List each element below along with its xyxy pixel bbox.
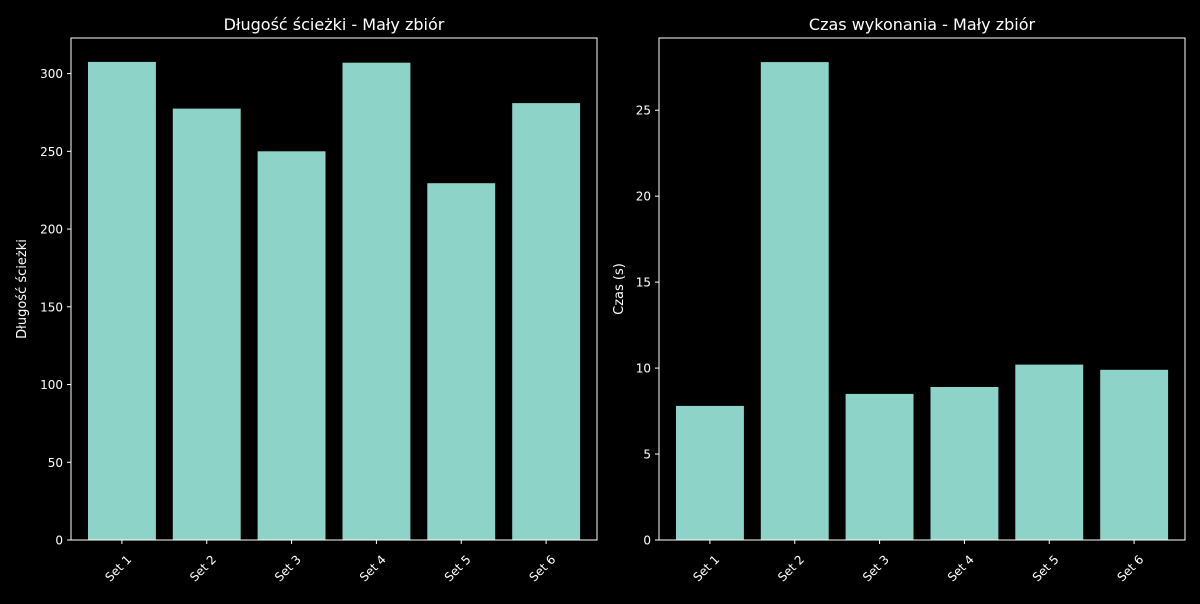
- y-tick-label: 0: [55, 534, 63, 548]
- y-tick-label: 20: [636, 190, 651, 204]
- chart-title: Długość ścieżki - Mały zbiór: [224, 15, 445, 34]
- x-ticks: Set 1 Set 2 Set 3 Set 4 Set 5 Set 6: [102, 540, 558, 584]
- x-tick-label: Set 5: [1030, 552, 1062, 584]
- y-tick-label: 150: [40, 300, 63, 314]
- y-tick-label: 15: [636, 276, 651, 290]
- bar-5: [1015, 364, 1084, 540]
- x-tick-label: Set 1: [690, 552, 722, 584]
- y-tick-label: 10: [636, 362, 651, 376]
- bar-5: [427, 183, 496, 540]
- x-ticks: Set 1 Set 2 Set 3 Set 4 Set 5 Set 6: [690, 540, 1146, 584]
- x-tick-label: Set 3: [272, 552, 304, 584]
- y-ticks: 0 5 10 15 20 25: [636, 104, 659, 548]
- y-tick-label: 50: [48, 456, 63, 470]
- x-tick-label: Set 4: [945, 552, 977, 584]
- bar-1: [676, 405, 744, 540]
- y-tick-label: 100: [40, 378, 63, 392]
- bars: [88, 61, 581, 541]
- x-tick-label: Set 6: [1115, 552, 1147, 584]
- x-tick-label: Set 3: [860, 552, 892, 584]
- path-length-chart: Długość ścieżki - Mały zbiór Długość ści…: [15, 15, 598, 584]
- plot-frame: [658, 37, 1186, 541]
- bars: [676, 62, 1169, 540]
- y-tick-label: 5: [643, 448, 651, 462]
- x-tick-label: Set 2: [775, 552, 807, 584]
- y-tick-label: 25: [636, 104, 651, 118]
- bar-3: [845, 393, 914, 540]
- y-ticks: 0 50 100 150 200 250 300: [40, 67, 71, 548]
- execution-time-chart: Czas wykonania - Mały zbiór Czas (s) 0 5 1…: [612, 15, 1186, 584]
- bar-1: [88, 61, 156, 541]
- bar-2: [760, 62, 829, 540]
- plot-frame: [70, 37, 598, 541]
- y-tick-label: 250: [40, 145, 63, 159]
- x-tick-label: Set 2: [187, 552, 219, 584]
- bar-4: [930, 387, 999, 540]
- bar-6: [512, 103, 581, 540]
- x-tick-label: Set 1: [102, 552, 134, 584]
- chart-title: Czas wykonania - Mały zbiór: [809, 15, 1036, 34]
- bar-4: [342, 62, 411, 540]
- y-tick-label: 0: [643, 534, 651, 548]
- y-tick-label: 300: [40, 67, 63, 81]
- x-tick-label: Set 6: [527, 552, 559, 584]
- y-axis-label: Długość ścieżki: [15, 239, 30, 339]
- bar-2: [172, 108, 241, 540]
- y-tick-label: 200: [40, 223, 63, 237]
- bar-3: [257, 151, 326, 541]
- bar-6: [1100, 369, 1169, 540]
- x-tick-label: Set 5: [442, 552, 474, 584]
- x-tick-label: Set 4: [357, 552, 389, 584]
- y-axis-label: Czas (s): [612, 263, 627, 315]
